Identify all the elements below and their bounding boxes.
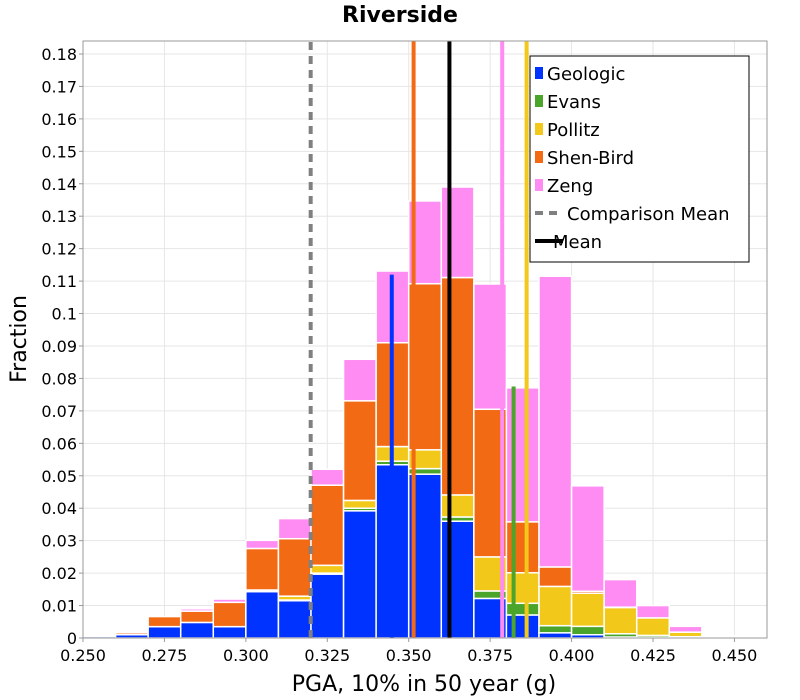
legend-swatch-shen-bird [535,151,543,163]
bar-zeng [603,578,638,608]
legend-box [529,55,750,263]
bar-shen-bird [82,634,117,638]
legend-label-evans: Evans [547,92,601,113]
bar-zeng [668,625,703,633]
x-tick-label: 0.325 [304,646,350,665]
x-axis-ticks: 0.250 0.275 0.300 0.325 0.350 0.375 0.400 0.425… [60,638,757,665]
legend-swatch-geologic [535,67,543,79]
y-tick-label: 0.06 [41,434,77,453]
bar-shen-bird [310,484,345,567]
bar-shen-bird [505,521,540,574]
bar-pollitz [603,606,638,635]
y-tick-label: 0.02 [41,564,77,583]
bar-shen-bird [245,547,280,591]
x-tick-label: 0.400 [549,646,595,665]
bar-shen-bird [212,601,247,628]
legend-label-shen-bird: Shen-Bird [547,148,634,169]
x-tick-label: 0.375 [467,646,513,665]
bar-zeng [245,539,280,550]
y-tick-label: 0.07 [41,402,77,421]
bar-geologic [179,621,215,639]
x-tick-label: 0.300 [223,646,269,665]
y-tick-label: 0.08 [41,369,77,388]
bar-geologic [538,632,573,639]
bar-pollitz [440,494,475,518]
y-tick-label: 0.11 [41,272,77,291]
bar-pollitz [538,585,573,627]
bar-geologic [310,573,345,639]
mean-lines-layer [308,41,529,638]
bar-shen-bird [440,276,475,496]
bar-shen-bird [538,566,573,588]
bar-pollitz [635,617,671,637]
y-tick-label: 0.05 [41,467,77,486]
bar-evans [570,625,605,636]
bar-zeng [570,485,605,593]
y-tick-label: 0.15 [41,142,77,161]
legend-swatch-zeng [535,179,543,191]
bar-zeng [179,608,215,612]
bar-zeng [212,598,247,604]
bar-zeng [277,517,312,540]
bar-shen-bird [147,615,182,628]
y-tick-label: 0.12 [41,240,77,259]
bar-geologic [342,510,377,639]
bar-geologic [440,520,475,639]
legend-label-mean: Mean [553,232,602,253]
bar-geologic [245,590,280,639]
bar-geologic [212,625,247,639]
bar-geologic [147,625,182,639]
bar-zeng [505,387,540,523]
x-tick-label: 0.425 [630,646,676,665]
bar-geologic [505,614,540,639]
y-axis-label: Fraction [7,295,32,383]
bar-zeng [701,634,736,638]
bar-zeng [635,604,671,619]
bar-zeng [114,631,149,634]
legend-swatch-evans [535,95,543,107]
bar-pollitz [310,564,345,574]
plot-frame [82,40,768,639]
bar-evans [538,624,573,634]
legend-swatch-pollitz [535,123,543,135]
bar-pollitz [570,592,605,628]
legend-label-geologic: Geologic [547,64,625,85]
x-tick-label: 0.450 [712,646,758,665]
y-tick-label: 0.13 [41,207,77,226]
bar-geologic [277,599,312,639]
y-tick-label: 0.14 [41,175,77,194]
y-tick-label: 0.04 [41,499,77,518]
y-axis-ticks: 0 0.01 0.02 0.03 0.04 0.05 0.06 0.07 0.08 0.09 0.1… [41,45,83,648]
bar-evans [505,602,540,616]
bar-shen-bird [342,400,377,502]
y-tick-label: 0.1 [52,305,77,324]
legend-label-zeng: Zeng [547,176,593,197]
bar-pollitz [342,499,377,509]
x-tick-label: 0.250 [60,646,106,665]
x-tick-label: 0.275 [142,646,188,665]
bar-zeng [538,275,573,568]
bar-pollitz [505,572,540,605]
x-axis-label: PGA, 10% in 50 year (g) [292,672,556,697]
bar-zeng [440,186,475,279]
x-tick-label: 0.350 [386,646,432,665]
y-tick-label: 0.17 [41,77,77,96]
y-tick-label: 0.09 [41,337,77,356]
y-tick-label: 0.03 [41,532,77,551]
chart-title: Riverside [342,3,458,28]
y-tick-label: 0.16 [41,110,77,129]
bar-zeng [310,468,345,486]
bar-zeng [342,358,377,402]
y-tick-label: 0 [67,629,77,648]
legend: Geologic Evans Pollitz Shen-Bird Zeng Compari… [529,55,750,263]
legend-label-pollitz: Pollitz [547,120,600,141]
bar-shen-bird [179,610,215,624]
y-tick-label: 0.18 [41,45,77,64]
bar-shen-bird [277,537,312,597]
y-tick-label: 0.01 [41,597,77,616]
legend-label-comparison-mean: Comparison Mean [567,204,730,225]
